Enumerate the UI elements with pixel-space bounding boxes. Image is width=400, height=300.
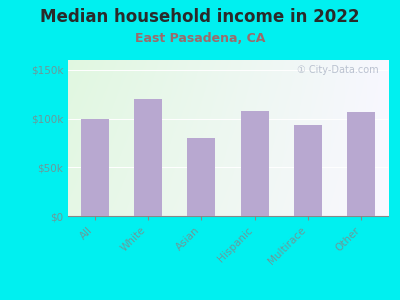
- Bar: [81, 118, 108, 216]
- Text: Median household income in 2022: Median household income in 2022: [40, 8, 360, 26]
- Bar: [241, 111, 268, 216]
- Bar: [188, 138, 215, 216]
- Bar: [348, 112, 375, 216]
- Bar: [294, 125, 322, 216]
- Bar: [134, 99, 162, 216]
- Text: East Pasadena, CA: East Pasadena, CA: [135, 32, 265, 44]
- Text: ① City-Data.com: ① City-Data.com: [297, 65, 378, 75]
